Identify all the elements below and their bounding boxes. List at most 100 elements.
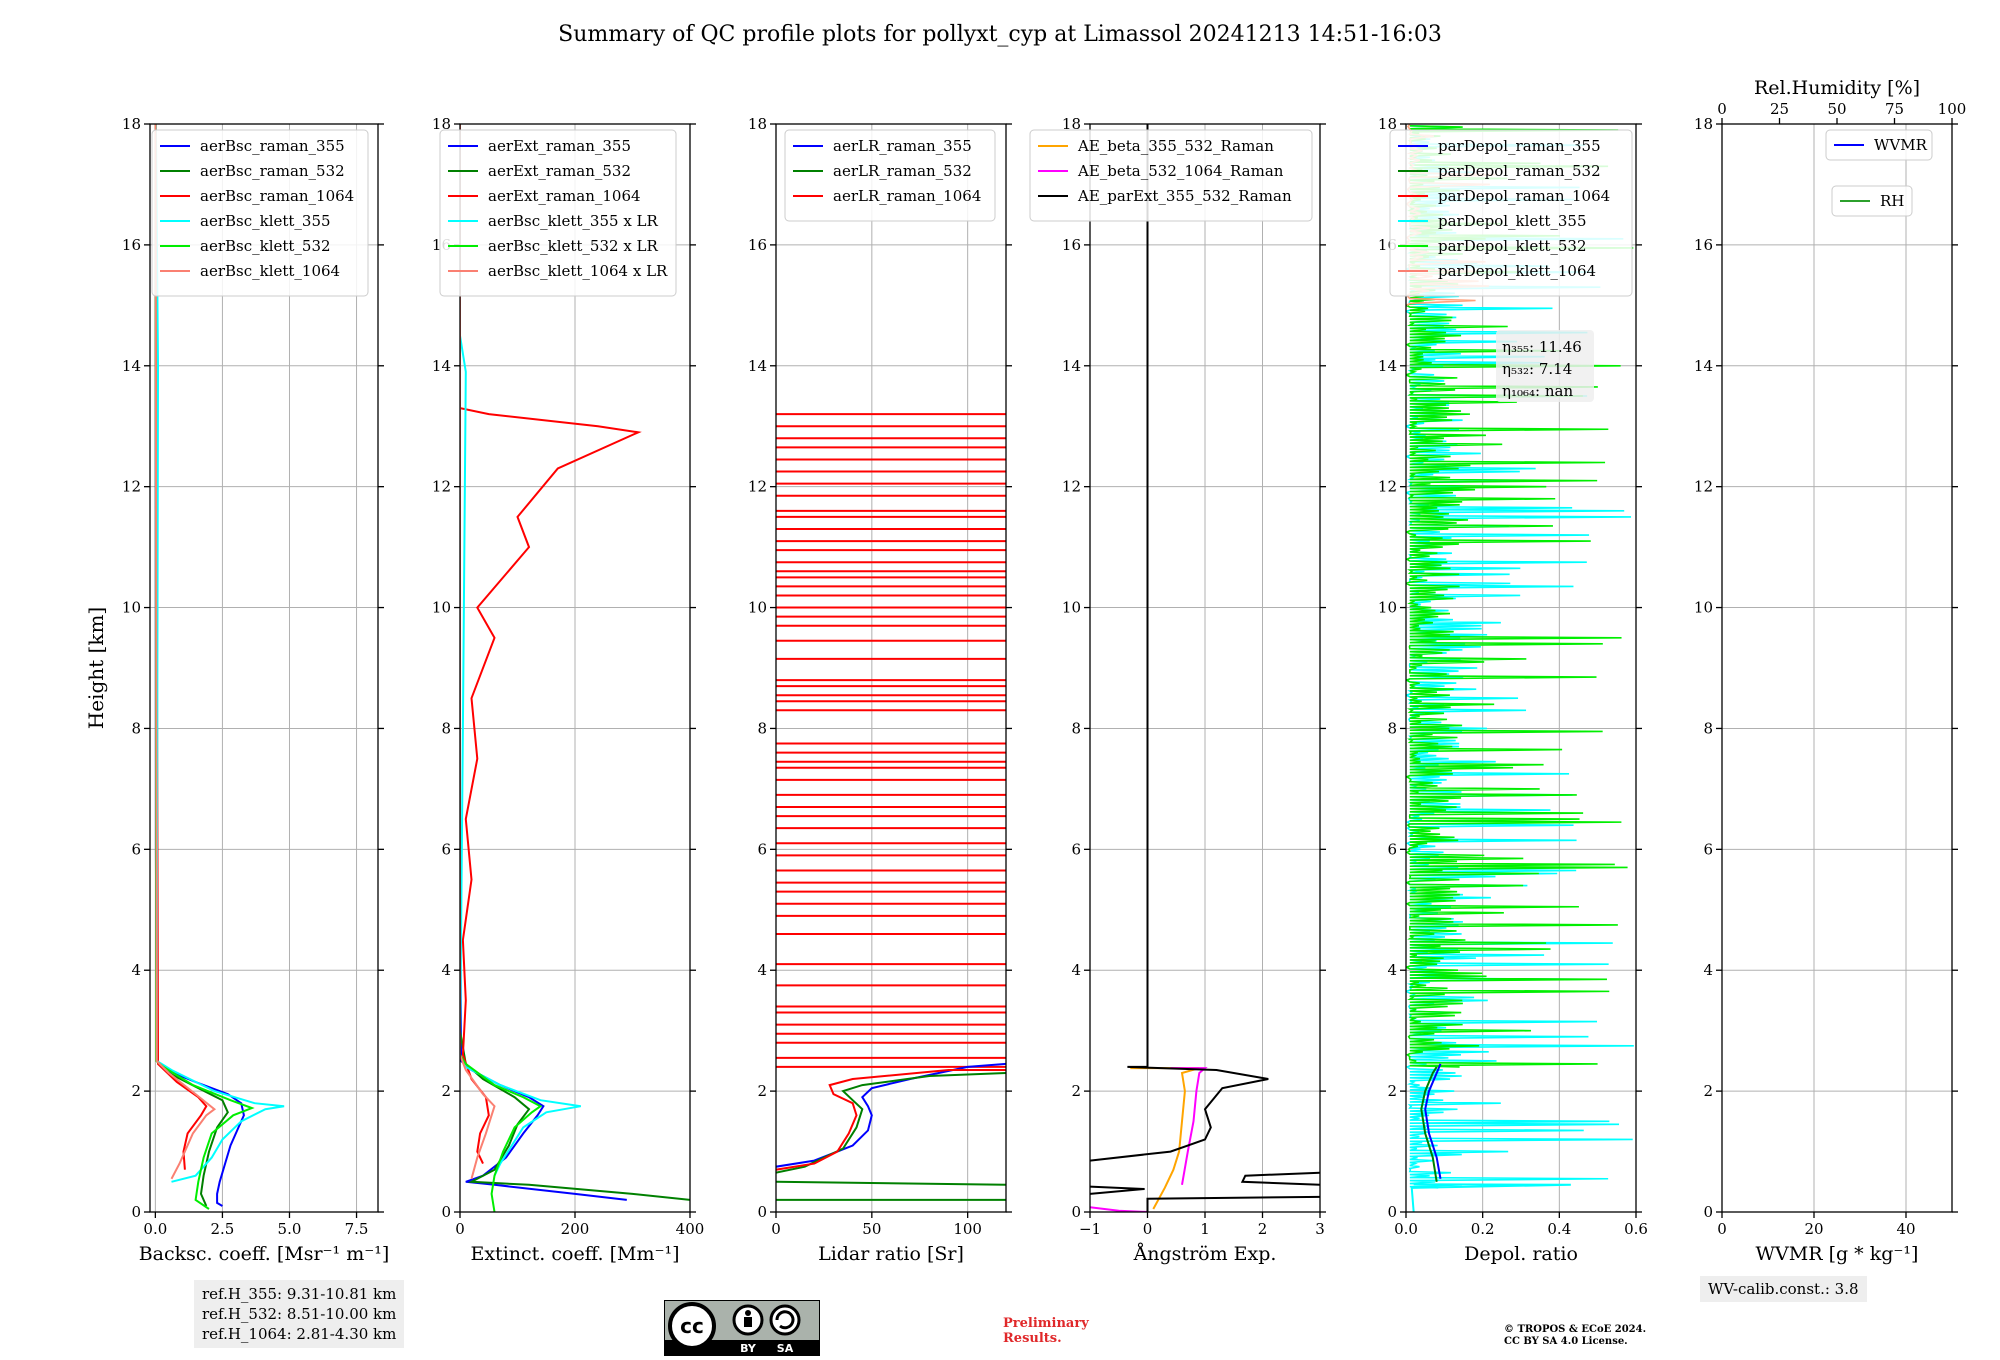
y-tick-label: 12 bbox=[122, 478, 141, 496]
x-tick-label: 2.5 bbox=[210, 1220, 234, 1238]
series-ae-parext-355-532-raman-part3 bbox=[1240, 1171, 1320, 1186]
series-pardepol-raman-355 bbox=[1424, 1063, 1442, 1179]
y-tick-label: 18 bbox=[748, 115, 767, 133]
top-tick-label: 0 bbox=[1717, 100, 1727, 118]
legend-label: aerLR_raman_355 bbox=[833, 137, 972, 155]
legend-label: aerBsc_klett_532 x LR bbox=[488, 237, 659, 255]
legend-label: parDepol_klett_355 bbox=[1438, 212, 1587, 230]
series-ae-parext-355-532-raman bbox=[1090, 124, 1269, 1162]
y-tick-label: 6 bbox=[1387, 840, 1397, 858]
y-tick-label: 12 bbox=[432, 478, 451, 496]
x-tick-label: −1 bbox=[1079, 1220, 1101, 1238]
y-tick-label: 10 bbox=[432, 599, 451, 617]
y-tick-label: 4 bbox=[1387, 961, 1397, 979]
cc-license-badge: cc BY SA bbox=[664, 1300, 820, 1356]
series-aerbsc-raman-1064 bbox=[154, 124, 208, 1170]
legend-label: parDepol_raman_532 bbox=[1438, 162, 1601, 180]
x-tick-label: 0 bbox=[771, 1220, 781, 1238]
legend-label: parDepol_raman_355 bbox=[1438, 137, 1601, 155]
legend-label: aerBsc_klett_355 x LR bbox=[488, 212, 659, 230]
panel-2: 0246810121416180200400Extinct. coeff. [M… bbox=[432, 115, 704, 1265]
y-tick-label: 16 bbox=[1062, 236, 1081, 254]
y-tick-label: 12 bbox=[1378, 478, 1397, 496]
legend-box bbox=[1831, 185, 1913, 217]
y-tick-label: 8 bbox=[1387, 719, 1397, 737]
y-tick-label: 10 bbox=[122, 599, 141, 617]
series-aerlr-raman-1064 bbox=[776, 1069, 1006, 1171]
by-icon bbox=[745, 1310, 751, 1316]
legend-label: parDepol_raman_1064 bbox=[1438, 187, 1610, 205]
legend: aerBsc_raman_355 aerBsc_raman_532 aerBsc_r… bbox=[151, 129, 369, 297]
y-tick-label: 2 bbox=[131, 1082, 141, 1100]
y-tick-label: 18 bbox=[1694, 115, 1713, 133]
y-tick-label: 10 bbox=[1378, 599, 1397, 617]
y-tick-label: 14 bbox=[1694, 357, 1713, 375]
legend-label: aerExt_raman_1064 bbox=[488, 187, 641, 205]
y-tick-label: 6 bbox=[1703, 840, 1713, 858]
legend: AE_beta_355_532_Raman AE_beta_532_1064_Ra… bbox=[1029, 129, 1313, 222]
y-tick-label: 6 bbox=[441, 840, 451, 858]
series-aerbsc-klett-355-x-lr bbox=[460, 124, 581, 1177]
top-tick-label: 75 bbox=[1885, 100, 1904, 118]
y-tick-label: 0 bbox=[1071, 1203, 1081, 1221]
top-tick-label: 25 bbox=[1770, 100, 1789, 118]
y-tick-label: 4 bbox=[131, 961, 141, 979]
legend-label: aerBsc_klett_1064 x LR bbox=[488, 262, 668, 280]
preliminary-note: Preliminary Results. bbox=[1003, 1316, 1089, 1346]
series-aerbsc-klett-532-x-lr bbox=[460, 124, 543, 1212]
depol-near-surface bbox=[1410, 1183, 1571, 1212]
legend-box bbox=[151, 129, 369, 297]
y-tick-label: 18 bbox=[1378, 115, 1397, 133]
y-tick-label: 8 bbox=[441, 719, 451, 737]
y-tick-label: 8 bbox=[757, 719, 767, 737]
series-aerlr-raman-355 bbox=[776, 1062, 1006, 1168]
axes-frame bbox=[1405, 123, 1637, 1213]
y-tick-label: 14 bbox=[122, 357, 141, 375]
y-tick-label: 0 bbox=[1387, 1203, 1397, 1221]
copyright-line2: CC BY SA 4.0 License. bbox=[1504, 1336, 1628, 1347]
y-tick-label: 6 bbox=[757, 840, 767, 858]
series-aerlr-raman-532 bbox=[776, 1072, 1006, 1174]
x-axis-label: WVMR [g * kg⁻¹] bbox=[1756, 1243, 1919, 1265]
x-tick-label: 0.0 bbox=[143, 1220, 167, 1238]
axes-frame bbox=[775, 123, 1007, 1213]
legend-label: parDepol_klett_1064 bbox=[1438, 262, 1596, 280]
plot-area bbox=[154, 124, 285, 1210]
y-tick-label: 4 bbox=[757, 961, 767, 979]
legend-label: aerBsc_klett_532 bbox=[200, 237, 331, 255]
x-tick-label: 0.0 bbox=[1394, 1220, 1418, 1238]
legend: WVMR RH bbox=[1825, 129, 1933, 217]
y-tick-label: 2 bbox=[1703, 1082, 1713, 1100]
legend-label: aerBsc_klett_1064 bbox=[200, 262, 340, 280]
x-tick-label: 2 bbox=[1258, 1220, 1268, 1238]
axes-frame bbox=[1721, 123, 1953, 1213]
legend-label: parDepol_klett_532 bbox=[1438, 237, 1587, 255]
reference-height-box: ref.H_355: 9.31-10.81 km ref.H_532: 8.51… bbox=[194, 1280, 405, 1348]
legend-label: aerExt_raman_355 bbox=[488, 137, 631, 155]
y-tick-label: 18 bbox=[1062, 115, 1081, 133]
y-tick-label: 16 bbox=[122, 236, 141, 254]
y-tick-label: 14 bbox=[432, 357, 451, 375]
x-tick-label: 5.0 bbox=[278, 1220, 302, 1238]
plot-area bbox=[776, 413, 1006, 1201]
legend: aerLR_raman_355 aerLR_raman_532 aerLR_rama… bbox=[784, 129, 996, 222]
x-axis-label: Depol. ratio bbox=[1464, 1243, 1578, 1265]
legend-label: aerLR_raman_1064 bbox=[833, 187, 981, 205]
y-tick-label: 6 bbox=[131, 840, 141, 858]
top-tick-label: 50 bbox=[1827, 100, 1846, 118]
y-tick-label: 0 bbox=[441, 1203, 451, 1221]
figure-title: Summary of QC profile plots for pollyxt_… bbox=[558, 22, 1442, 47]
lr-bottom-line bbox=[776, 1180, 1006, 1186]
x-axis-label: Lidar ratio [Sr] bbox=[818, 1243, 964, 1265]
legend-box bbox=[1389, 129, 1633, 297]
x-axis-label: Ångström Exp. bbox=[1133, 1243, 1277, 1265]
x-tick-label: 3 bbox=[1315, 1220, 1325, 1238]
y-tick-label: 16 bbox=[748, 236, 767, 254]
x-tick-label: 0.6 bbox=[1624, 1220, 1648, 1238]
x-axis-label: Backsc. coeff. [Msr⁻¹ m⁻¹] bbox=[139, 1243, 390, 1265]
x-tick-label: 200 bbox=[561, 1220, 590, 1238]
legend-label: aerLR_raman_532 bbox=[833, 162, 972, 180]
plot-area bbox=[460, 124, 690, 1212]
